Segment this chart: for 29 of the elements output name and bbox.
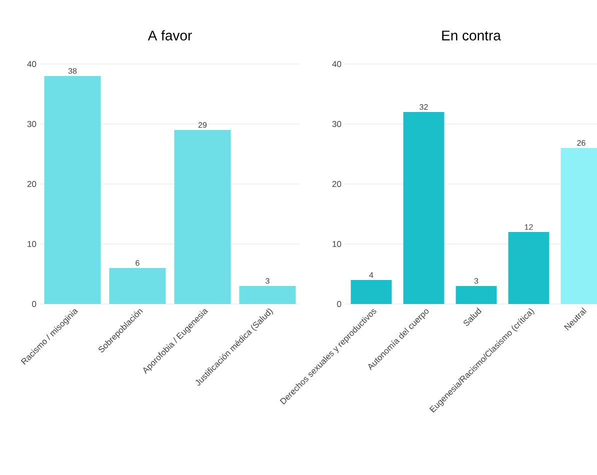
bar (350, 280, 392, 304)
chart-title: En contra (442, 30, 501, 40)
chart-title: A favor (148, 30, 192, 40)
y-tick-label: 40 (332, 61, 342, 68)
y-tick-label: 20 (27, 181, 36, 188)
data-label: 3 (266, 278, 270, 284)
bar (456, 286, 497, 304)
bar (508, 232, 550, 304)
y-tick-label: 40 (27, 61, 36, 68)
data-label: 12 (524, 224, 533, 230)
bar (109, 268, 166, 304)
y-tick-label: 0 (32, 301, 36, 308)
y-tick-label: 10 (28, 241, 36, 248)
bar (239, 286, 296, 304)
data-label: 26 (577, 140, 586, 146)
y-tick-label: 10 (332, 241, 342, 248)
data-label: 38 (68, 68, 77, 74)
data-label: 29 (198, 122, 207, 128)
y-tick-label: 30 (332, 121, 342, 128)
y-tick-label: 20 (332, 181, 342, 188)
data-label: 3 (474, 278, 478, 284)
bar (174, 130, 231, 304)
y-tick-label: 0 (337, 301, 342, 308)
data-label: 4 (369, 272, 374, 278)
data-label: 32 (420, 104, 428, 110)
y-tick-label: 30 (27, 121, 36, 128)
bar (403, 112, 444, 304)
bar (44, 76, 101, 304)
data-label: 6 (136, 260, 140, 266)
